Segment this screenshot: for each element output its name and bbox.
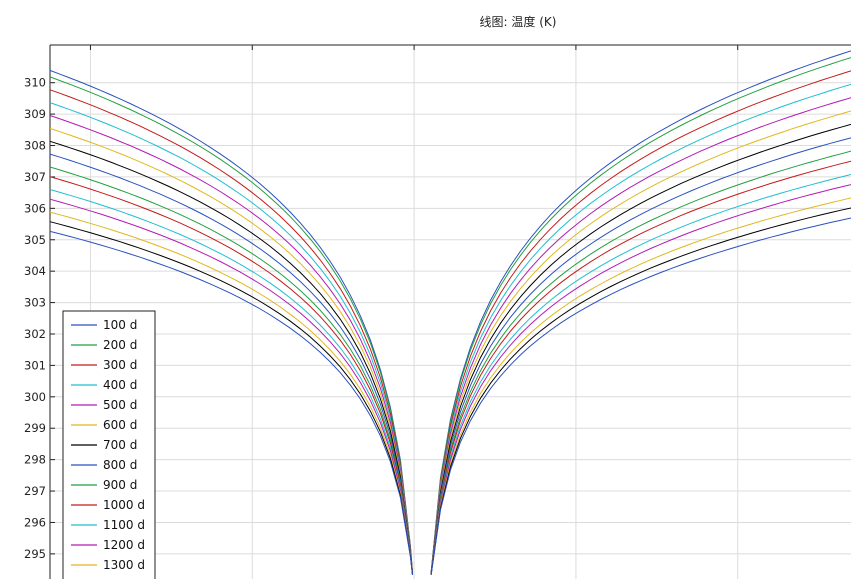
series-line-right xyxy=(430,137,851,574)
series-9 xyxy=(49,150,851,575)
legend-label: 1100 d xyxy=(103,518,145,532)
legend-label: 200 d xyxy=(103,338,137,352)
legend-label: 800 d xyxy=(103,458,137,472)
series-line-right xyxy=(430,150,851,575)
series-8 xyxy=(49,137,851,574)
series-line-right xyxy=(430,50,851,573)
series-12 xyxy=(49,184,851,575)
series-13 xyxy=(49,197,851,575)
series-line-left xyxy=(49,230,413,575)
legend-label: 1300 d xyxy=(103,558,145,572)
series-line-right xyxy=(430,123,851,574)
plot-area xyxy=(49,50,851,575)
series-line-right xyxy=(430,83,851,574)
legend-label: 1200 d xyxy=(103,538,145,552)
series-line-right xyxy=(430,160,851,575)
legend-label: 100 d xyxy=(103,318,137,332)
y-tick-label: 303 xyxy=(24,296,46,310)
y-tick-label: 305 xyxy=(24,233,46,247)
series-11 xyxy=(49,174,851,575)
legend-label: 600 d xyxy=(103,418,137,432)
series-line-left xyxy=(49,198,413,575)
y-tick-label: 309 xyxy=(24,107,46,121)
series-line-left xyxy=(49,69,413,573)
legend-label: 400 d xyxy=(103,378,137,392)
legend: 100 d 200 d 300 d 400 d 500 d 600 d 700 d 800 d… xyxy=(62,310,156,579)
legend-label: 500 d xyxy=(103,398,137,412)
series-line-left xyxy=(49,115,413,574)
series-5 xyxy=(49,97,851,574)
series-line-left xyxy=(49,140,413,574)
series-line-right xyxy=(430,70,851,574)
y-tick-label: 307 xyxy=(24,170,46,184)
series-15 xyxy=(49,217,851,575)
series-6 xyxy=(49,110,851,574)
series-line-left xyxy=(49,211,413,575)
series-1 xyxy=(49,50,851,573)
series-line-right xyxy=(430,174,851,575)
y-tick-label: 298 xyxy=(24,453,46,467)
y-tick-label: 304 xyxy=(24,264,46,278)
series-line-left xyxy=(49,189,413,575)
y-axis: 295 296 297 298 299 300 301 302 303 304 305 306 307 3… xyxy=(24,76,55,561)
series-line-right xyxy=(430,217,851,575)
y-tick-label: 302 xyxy=(24,327,46,341)
series-line-left xyxy=(49,127,413,574)
series-14 xyxy=(49,207,851,575)
series-line-left xyxy=(49,176,413,575)
y-tick-label: 300 xyxy=(24,390,46,404)
series-7 xyxy=(49,123,851,574)
series-10 xyxy=(49,160,851,575)
series-line-right xyxy=(430,197,851,575)
series-line-left xyxy=(49,166,413,575)
legend-label: 900 d xyxy=(103,478,137,492)
y-tick-label: 306 xyxy=(24,201,46,215)
y-tick-label: 310 xyxy=(24,76,46,90)
series-line-right xyxy=(430,57,851,574)
y-tick-label: 295 xyxy=(24,547,46,561)
legend-label: 1000 d xyxy=(103,498,145,512)
series-2 xyxy=(49,57,851,574)
series-line-left xyxy=(49,221,413,575)
legend-label: 300 d xyxy=(103,358,137,372)
series-line-left xyxy=(49,102,413,574)
series-line-left xyxy=(49,76,413,574)
series-line-right xyxy=(430,207,851,575)
y-tick-label: 299 xyxy=(24,421,46,435)
y-tick-label: 308 xyxy=(24,139,46,153)
y-tick-label: 301 xyxy=(24,358,46,372)
series-3 xyxy=(49,70,851,574)
series-line-right xyxy=(430,110,851,574)
y-tick-label: 296 xyxy=(24,515,46,529)
y-tick-label: 297 xyxy=(24,484,46,498)
legend-label: 700 d xyxy=(103,438,137,452)
chart-title: 线图: 温度 (K) xyxy=(480,14,557,29)
series-line-right xyxy=(430,97,851,574)
series-line-left xyxy=(49,153,413,574)
series-4 xyxy=(49,83,851,574)
grid xyxy=(49,44,851,579)
series-line-right xyxy=(430,184,851,575)
series-line-left xyxy=(49,89,413,574)
